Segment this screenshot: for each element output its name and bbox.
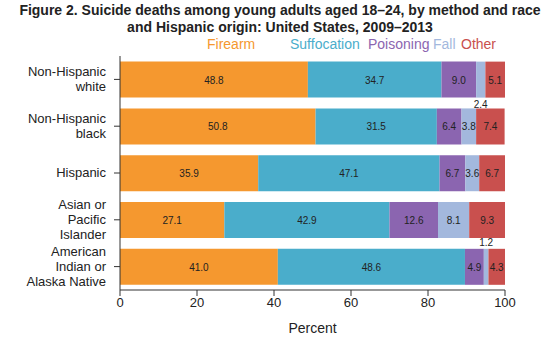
svg-text:40: 40 (267, 295, 281, 310)
svg-text:7.4: 7.4 (483, 121, 497, 132)
svg-text:white: white (75, 79, 106, 94)
svg-text:Non-Hispanic: Non-Hispanic (28, 111, 107, 126)
svg-text:Alaska Native: Alaska Native (27, 274, 106, 289)
html-text:Firearm: Firearm (207, 36, 256, 52)
svg-text:100: 100 (494, 295, 516, 310)
svg-text:4.9: 4.9 (467, 262, 481, 273)
svg-text:42.9: 42.9 (297, 215, 317, 226)
svg-text:47.1: 47.1 (339, 168, 359, 179)
svg-text:Asian or: Asian or (58, 197, 106, 212)
svg-text:Indian or: Indian or (55, 259, 106, 274)
svg-text:6.4: 6.4 (442, 121, 456, 132)
svg-text:Percent: Percent (288, 320, 336, 336)
svg-text:35.9: 35.9 (179, 168, 199, 179)
svg-text:Islander: Islander (60, 227, 107, 242)
svg-text:6.7: 6.7 (485, 168, 499, 179)
svg-text:6.7: 6.7 (445, 168, 459, 179)
svg-text:48.6: 48.6 (362, 262, 382, 273)
svg-text:0: 0 (116, 295, 123, 310)
svg-text:Pacific: Pacific (68, 212, 107, 227)
svg-text:5.1: 5.1 (488, 75, 502, 86)
svg-text:2.4: 2.4 (474, 99, 488, 110)
html-text:Suffocation: Suffocation (290, 36, 360, 52)
svg-text:8.1: 8.1 (447, 215, 461, 226)
svg-text:80: 80 (421, 295, 435, 310)
svg-text:50.8: 50.8 (208, 121, 228, 132)
svg-text:4.3: 4.3 (490, 262, 504, 273)
svg-text:Non-Hispanic: Non-Hispanic (28, 64, 107, 79)
svg-text:9.0: 9.0 (452, 75, 466, 86)
svg-text:3.6: 3.6 (465, 168, 479, 179)
svg-text:3.8: 3.8 (462, 121, 476, 132)
svg-text:American: American (51, 244, 106, 259)
svg-text:27.1: 27.1 (162, 215, 182, 226)
svg-text:34.7: 34.7 (365, 75, 385, 86)
svg-text:12.6: 12.6 (404, 215, 424, 226)
html-text:Poisoning Fall Other: Poisoning Fall Other (368, 36, 496, 52)
svg-text:Hispanic: Hispanic (56, 165, 106, 180)
svg-text:48.8: 48.8 (204, 75, 224, 86)
svg-text:black: black (76, 126, 107, 141)
svg-text:1.2: 1.2 (479, 237, 493, 248)
svg-text:31.5: 31.5 (366, 121, 386, 132)
svg-text:60: 60 (344, 295, 358, 310)
svg-text:41.0: 41.0 (189, 262, 209, 273)
svg-text:20: 20 (190, 295, 204, 310)
html-text:Figure 2. Suicide deaths among: Figure 2. Suicide deaths among young adu… (19, 2, 541, 35)
svg-text:9.3: 9.3 (480, 215, 494, 226)
